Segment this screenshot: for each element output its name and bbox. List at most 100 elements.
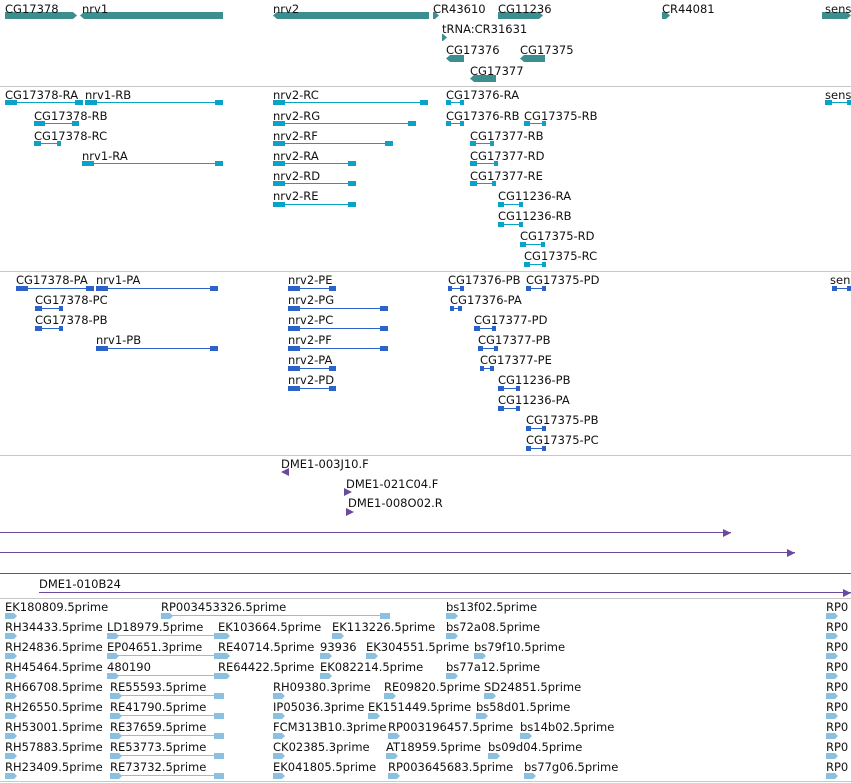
protein-feature[interactable] <box>480 365 494 373</box>
protein-feature[interactable] <box>450 305 462 313</box>
est-feature[interactable] <box>826 732 851 740</box>
clone-feature[interactable] <box>344 488 352 496</box>
transcript-feature[interactable] <box>520 241 545 249</box>
transcript-feature[interactable] <box>524 261 546 269</box>
est-feature[interactable] <box>826 672 851 680</box>
est-feature[interactable] <box>320 672 340 680</box>
est-feature[interactable] <box>218 632 238 640</box>
transcript-feature[interactable] <box>85 99 223 107</box>
protein-feature[interactable] <box>478 345 498 353</box>
transcript-feature[interactable] <box>498 221 523 229</box>
transcript-feature[interactable] <box>825 99 851 107</box>
est-feature[interactable] <box>488 752 506 760</box>
gene-feature[interactable] <box>446 54 464 62</box>
transcript-feature[interactable] <box>34 140 61 148</box>
protein-feature[interactable] <box>832 285 851 293</box>
protein-feature[interactable] <box>288 325 388 333</box>
est-feature[interactable] <box>110 732 224 740</box>
transcript-feature[interactable] <box>470 180 496 188</box>
transcript-feature[interactable] <box>273 160 356 168</box>
transcript-feature[interactable] <box>446 99 464 107</box>
protein-feature[interactable] <box>288 285 336 293</box>
transcript-feature[interactable] <box>34 120 79 128</box>
clone-feature[interactable] <box>39 589 851 597</box>
clone-feature[interactable] <box>0 549 795 557</box>
clone-feature[interactable] <box>0 570 851 578</box>
est-feature[interactable] <box>320 652 334 660</box>
gene-feature[interactable] <box>498 11 543 19</box>
est-feature[interactable] <box>218 672 238 680</box>
est-feature[interactable] <box>273 692 291 700</box>
est-feature[interactable] <box>524 772 542 780</box>
protein-feature[interactable] <box>16 285 94 293</box>
protein-feature[interactable] <box>474 325 496 333</box>
gene-feature[interactable] <box>442 33 447 41</box>
gene-feature[interactable] <box>273 11 429 19</box>
transcript-feature[interactable] <box>273 201 356 209</box>
protein-feature[interactable] <box>498 405 520 413</box>
protein-feature[interactable] <box>35 325 63 333</box>
est-feature[interactable] <box>273 752 291 760</box>
est-feature[interactable] <box>5 732 19 740</box>
protein-feature[interactable] <box>96 285 218 293</box>
gene-feature[interactable] <box>470 74 496 82</box>
transcript-feature[interactable] <box>524 120 546 128</box>
est-feature[interactable] <box>484 692 504 700</box>
protein-feature[interactable] <box>35 305 63 313</box>
est-feature[interactable] <box>826 752 851 760</box>
est-feature[interactable] <box>5 712 19 720</box>
est-feature[interactable] <box>110 712 224 720</box>
est-feature[interactable] <box>110 752 224 760</box>
est-feature[interactable] <box>368 712 388 720</box>
est-feature[interactable] <box>826 632 851 640</box>
protein-feature[interactable] <box>288 365 336 373</box>
gene-feature[interactable] <box>822 11 851 19</box>
clone-feature[interactable] <box>0 529 731 537</box>
transcript-feature[interactable] <box>470 160 498 168</box>
transcript-feature[interactable] <box>446 120 464 128</box>
transcript-feature[interactable] <box>470 140 494 148</box>
transcript-feature[interactable] <box>273 140 393 148</box>
gene-feature[interactable] <box>662 11 670 19</box>
est-feature[interactable] <box>476 712 494 720</box>
transcript-feature[interactable] <box>498 201 523 209</box>
est-feature[interactable] <box>474 652 492 660</box>
est-feature[interactable] <box>5 612 19 620</box>
est-feature[interactable] <box>384 692 404 700</box>
est-feature[interactable] <box>520 732 538 740</box>
clone-feature[interactable] <box>281 468 289 476</box>
protein-feature[interactable] <box>526 285 546 293</box>
est-feature[interactable] <box>446 672 464 680</box>
est-feature[interactable] <box>388 772 408 780</box>
est-feature[interactable] <box>110 692 224 700</box>
transcript-feature[interactable] <box>273 120 416 128</box>
est-feature[interactable] <box>826 772 851 780</box>
est-feature[interactable] <box>110 772 224 780</box>
est-feature[interactable] <box>5 672 19 680</box>
protein-feature[interactable] <box>288 345 388 353</box>
est-feature[interactable] <box>446 632 464 640</box>
protein-feature[interactable] <box>288 385 336 393</box>
transcript-feature[interactable] <box>273 180 356 188</box>
est-feature[interactable] <box>273 772 291 780</box>
protein-feature[interactable] <box>288 305 388 313</box>
protein-feature[interactable] <box>526 445 546 453</box>
gene-feature[interactable] <box>520 54 545 62</box>
est-feature[interactable] <box>388 732 408 740</box>
protein-feature[interactable] <box>448 285 464 293</box>
est-feature[interactable] <box>161 612 390 620</box>
gene-feature[interactable] <box>80 11 223 19</box>
est-feature[interactable] <box>386 752 406 760</box>
clone-feature[interactable] <box>346 508 354 516</box>
est-feature[interactable] <box>5 752 19 760</box>
est-feature[interactable] <box>5 772 19 780</box>
protein-feature[interactable] <box>526 425 546 433</box>
est-feature[interactable] <box>332 632 350 640</box>
est-feature[interactable] <box>826 652 851 660</box>
transcript-feature[interactable] <box>5 99 83 107</box>
est-feature[interactable] <box>5 692 19 700</box>
transcript-feature[interactable] <box>273 99 428 107</box>
est-feature[interactable] <box>826 712 851 720</box>
est-feature[interactable] <box>826 692 851 700</box>
protein-feature[interactable] <box>96 345 218 353</box>
